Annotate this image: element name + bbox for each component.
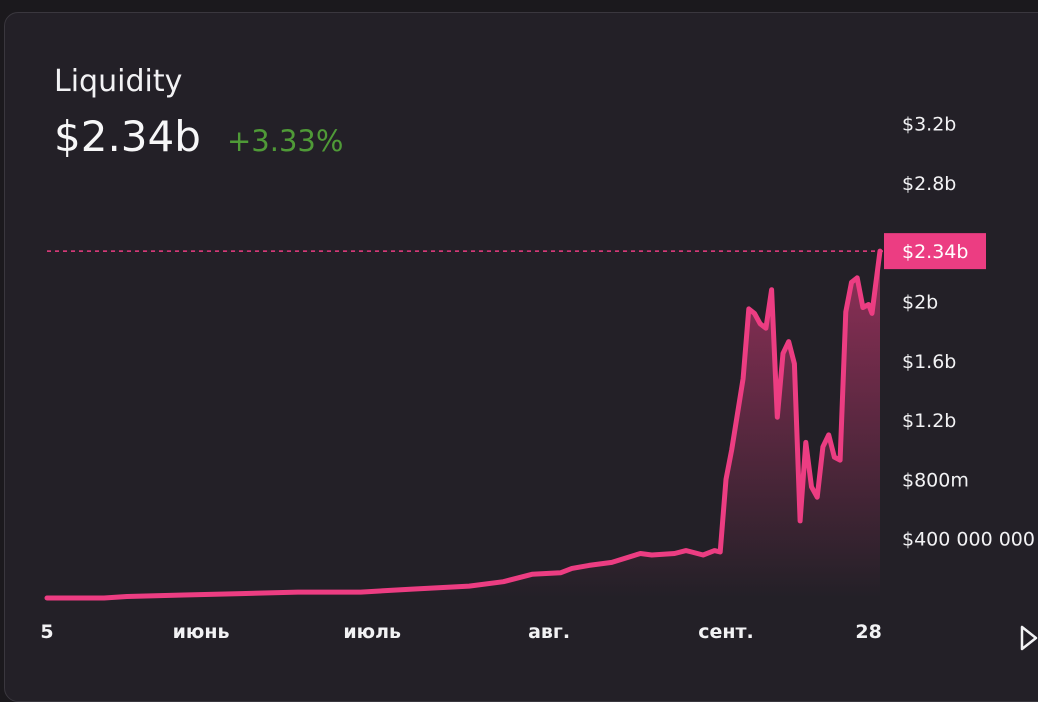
x-tick-label: июнь bbox=[173, 621, 230, 643]
x-axis: 5 июнь июль авг. сент. 28 bbox=[40, 621, 881, 643]
x-tick-label: 5 bbox=[40, 621, 53, 643]
current-value: $2.34b bbox=[54, 112, 201, 161]
x-tick-label: авг. bbox=[528, 621, 570, 643]
current-value-badge-label: $2.34b bbox=[902, 241, 968, 263]
y-tick-label: $2.8b bbox=[902, 173, 956, 195]
current-value-badge: $2.34b bbox=[884, 233, 986, 270]
series-area bbox=[47, 251, 880, 598]
y-tick-label: $1.6b bbox=[902, 351, 956, 373]
x-tick-label: июль bbox=[343, 621, 401, 643]
y-tick-label: $1.2b bbox=[902, 410, 956, 432]
change-percent: +3.33% bbox=[227, 124, 344, 158]
series-line bbox=[44, 248, 883, 601]
play-triangle-icon[interactable] bbox=[1020, 625, 1038, 651]
y-tick-label: $400 000 000 bbox=[902, 529, 1035, 551]
chart-title: Liquidity bbox=[54, 64, 183, 99]
y-tick-label: $3.2b bbox=[902, 114, 956, 136]
y-tick-label: $800m bbox=[902, 469, 969, 491]
x-tick-label: сент. bbox=[698, 621, 754, 643]
y-axis: $400 000 000$800m$1.2b$1.6b$2b$2.4b$2.8b… bbox=[902, 114, 1035, 551]
x-tick-label: 28 bbox=[855, 621, 881, 643]
y-tick-label: $2b bbox=[902, 292, 938, 314]
